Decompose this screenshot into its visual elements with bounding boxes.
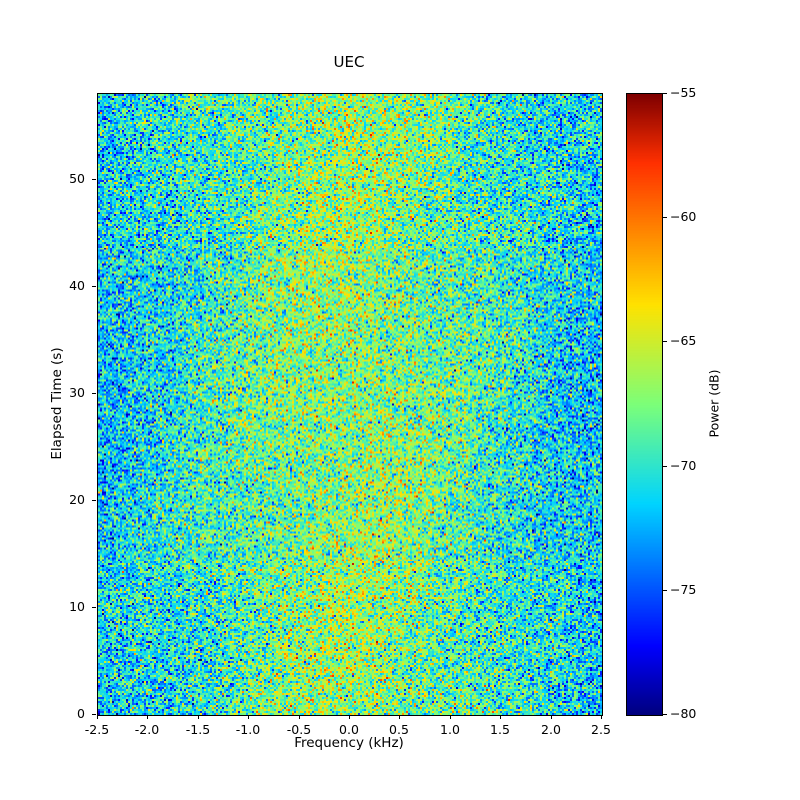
colorbar-tick-mark <box>663 341 667 342</box>
x-tick-label: 2.0 <box>541 722 561 737</box>
colorbar-gradient <box>627 94 662 715</box>
x-tick-mark <box>601 715 602 719</box>
colorbar-tick-label: −75 <box>670 582 697 597</box>
spectrogram-plot-area <box>97 93 603 716</box>
x-tick-mark <box>147 715 148 719</box>
colorbar-label: Power (dB) <box>706 369 722 438</box>
x-tick-label: 0.5 <box>389 722 409 737</box>
colorbar-tick-label: −55 <box>670 85 697 100</box>
y-tick-mark <box>92 393 96 394</box>
x-tick-mark <box>248 715 249 719</box>
colorbar-tick-label: −60 <box>670 209 697 224</box>
colorbar-tick-mark <box>663 714 667 715</box>
colorbar <box>626 93 663 716</box>
x-axis-label: Frequency (kHz) <box>294 735 404 751</box>
x-tick-label: -2.0 <box>134 722 160 737</box>
x-tick-label: 1.5 <box>490 722 510 737</box>
y-tick-label: 40 <box>69 278 85 293</box>
x-tick-label: -2.5 <box>84 722 110 737</box>
colorbar-tick-label: −80 <box>670 706 697 721</box>
y-tick-mark <box>92 607 96 608</box>
colorbar-tick-mark <box>663 466 667 467</box>
colorbar-tick-label: −70 <box>670 458 697 473</box>
y-tick-mark <box>92 179 96 180</box>
colorbar-tick-mark <box>663 217 667 218</box>
x-tick-label: 2.5 <box>591 722 611 737</box>
x-tick-label: -0.5 <box>286 722 312 737</box>
y-tick-label: 0 <box>77 706 85 721</box>
colorbar-tick-mark <box>663 590 667 591</box>
y-tick-label: 20 <box>69 492 85 507</box>
x-tick-label: -1.5 <box>185 722 211 737</box>
y-tick-label: 50 <box>69 171 85 186</box>
x-tick-mark <box>551 715 552 719</box>
y-tick-label: 10 <box>69 599 85 614</box>
x-tick-mark <box>450 715 451 719</box>
x-tick-label: -1.0 <box>235 722 261 737</box>
x-tick-mark <box>198 715 199 719</box>
y-tick-label: 30 <box>69 385 85 400</box>
x-tick-mark <box>299 715 300 719</box>
x-tick-mark <box>399 715 400 719</box>
x-tick-mark <box>97 715 98 719</box>
x-tick-label: 1.0 <box>440 722 460 737</box>
colorbar-tick-mark <box>663 93 667 94</box>
x-tick-mark <box>349 715 350 719</box>
x-tick-label: 0.0 <box>339 722 359 737</box>
y-axis-label: Elapsed Time (s) <box>49 347 65 460</box>
y-tick-mark <box>92 500 96 501</box>
spectrogram-image <box>98 94 602 715</box>
y-tick-mark <box>92 714 96 715</box>
x-tick-mark <box>500 715 501 719</box>
y-tick-mark <box>92 286 96 287</box>
colorbar-tick-label: −65 <box>670 333 697 348</box>
title-line-station: UEC <box>333 53 365 71</box>
